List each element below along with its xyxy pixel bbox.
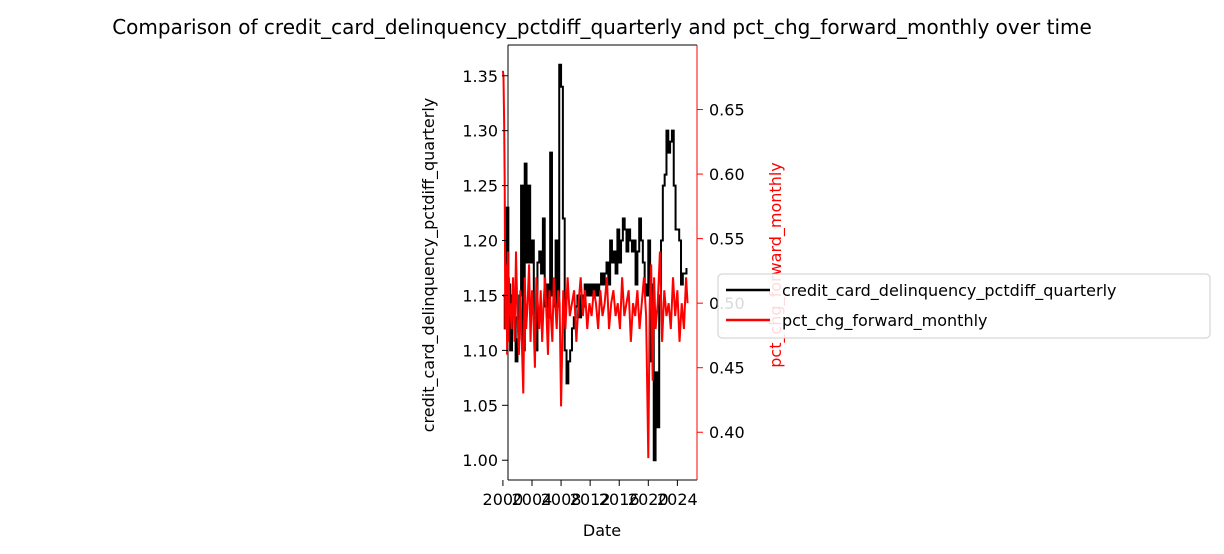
series-pct-chg-forward [501, 70, 689, 459]
legend-label-delinquency: credit_card_delinquency_pctdiff_quarterl… [782, 281, 1117, 301]
y-left-tick-label: 1.00 [462, 451, 498, 470]
x-tick-label: 2016 [599, 490, 640, 509]
y-right-tick-label: 0.45 [709, 359, 745, 378]
y-left-tick-label: 1.30 [462, 122, 498, 141]
x-tick-label: 2008 [541, 490, 582, 509]
series-line-pct-chg-forward [501, 70, 689, 459]
y-left-axis-ticks: 1.00 1.05 1.10 1.15 1.20 1.25 1.30 1.35 [462, 67, 508, 470]
x-tick-label: 2024 [657, 490, 698, 509]
chart-title: Comparison of credit_card_delinquency_pc… [112, 15, 1092, 39]
legend-label-pct-chg: pct_chg_forward_monthly [782, 311, 988, 331]
y-right-axis-ticks: 0.400.450.500.550.600.65 [697, 101, 745, 442]
x-tick-label: 2020 [628, 490, 669, 509]
y-right-tick-label: 0.40 [709, 423, 745, 442]
legend: credit_card_delinquency_pctdiff_quarterl… [717, 273, 1211, 339]
y-right-tick-label: 0.65 [709, 101, 745, 120]
x-tick-label: 2004 [512, 490, 553, 509]
x-tick-label: 2012 [570, 490, 611, 509]
y-left-tick-label: 1.15 [462, 286, 498, 305]
y-left-tick-label: 1.05 [462, 396, 498, 415]
x-tick-label: 2000 [483, 490, 524, 509]
y-right-tick-label: 0.60 [709, 165, 745, 184]
plot-area [507, 44, 698, 481]
y-left-tick-label: 1.10 [462, 341, 498, 360]
y-left-tick-label: 1.35 [462, 67, 498, 86]
y-right-tick-label: 0.55 [709, 230, 745, 249]
y-left-tick-label: 1.25 [462, 177, 498, 196]
legend-box [717, 273, 1211, 339]
x-axis-label: Date [583, 521, 621, 540]
y-left-axis-label: credit_card_delinquency_pctdiff_quarterl… [419, 98, 439, 433]
y-left-tick-label: 1.20 [462, 232, 498, 251]
